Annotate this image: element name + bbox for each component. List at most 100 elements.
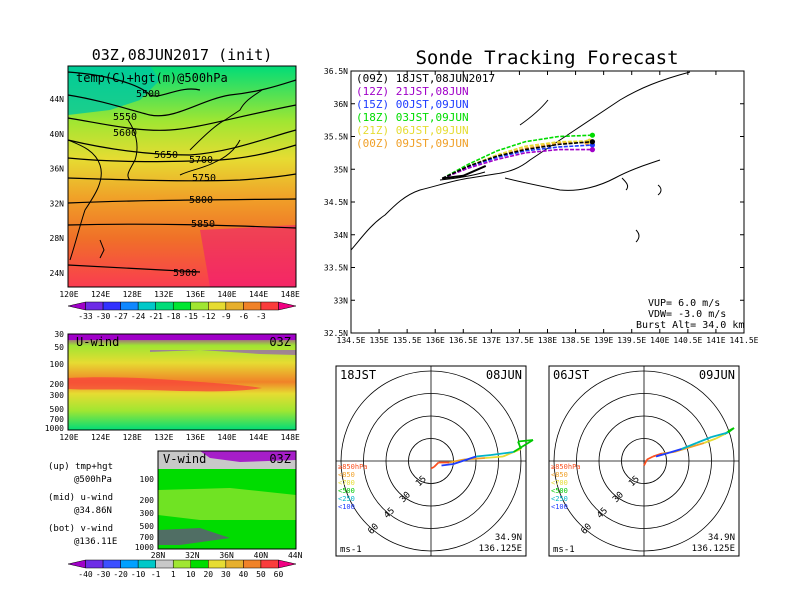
legend-line: @34.86N <box>74 506 112 516</box>
colorbar-swatch <box>172 559 192 569</box>
pressure-tick-label: 1000 <box>45 424 64 433</box>
overlay-label: temp(C)+hgt(m)@500hPa <box>76 71 228 85</box>
legend-entry: (21Z) 06JST,09JUN <box>356 124 469 137</box>
lon-tick-label: 137.5E <box>505 336 534 345</box>
level-legend-entry: <250 <box>338 495 355 503</box>
panel-legend: (up) tmp+hgt @500hPa (mid) u-wind @34.86… <box>48 462 117 547</box>
lon-tick-label: 144E <box>249 433 268 442</box>
lon-tick-label: 141.5E <box>730 336 759 345</box>
burst-alt-label: Burst Alt= 34.0 km <box>636 320 744 331</box>
hodograph-segment <box>517 439 534 443</box>
colorbar-swatch <box>67 301 86 311</box>
lon-tick-label: 120E <box>59 290 78 299</box>
hodograph-time: 18JST <box>340 368 376 382</box>
colorbar-tick-label: -9 <box>221 312 231 321</box>
pressure-tick-label: 300 <box>140 509 155 518</box>
hodograph-segment <box>441 463 454 467</box>
contour-label: 5650 <box>154 150 178 161</box>
lon-tick-label: 137E <box>482 336 501 345</box>
lon-tick-label: 136E <box>186 433 205 442</box>
contour-label: 5500 <box>136 89 160 100</box>
cold-pool <box>68 66 160 115</box>
left-top-title: 03Z,08JUN2017 (init) <box>92 46 273 64</box>
lon-tick-label: 132E <box>154 433 173 442</box>
hodograph-segment <box>727 427 735 434</box>
v-wind-time: 03Z <box>269 452 291 466</box>
lon-tick-label: 136E <box>426 336 445 345</box>
pressure-tick-label: 200 <box>140 496 155 505</box>
hodograph-segment <box>681 442 697 450</box>
legend-line: @136.11E <box>74 537 117 547</box>
hodograph-segment <box>655 452 667 458</box>
track-legend: (09Z) 18JST,08JUN2017 (12Z) 21JST,08JUN … <box>356 72 495 150</box>
colorbar-swatch <box>260 301 279 311</box>
landing-point <box>589 147 596 153</box>
colorbar-tick-label: -6 <box>239 312 249 321</box>
colorbar-tick-label: -20 <box>113 570 128 579</box>
easterly-band <box>150 350 296 355</box>
northerly-band <box>200 451 296 462</box>
lon-tick-label: 136.5E <box>449 336 478 345</box>
pressure-tick-label: 100 <box>50 360 65 369</box>
lon-tick-label: 140E <box>650 336 669 345</box>
colorbar-swatch <box>102 301 121 311</box>
lon-tick-label: 134.5E <box>337 336 366 345</box>
legend-entry: (09Z) 18JST,08JUN2017 <box>356 72 495 85</box>
legend-entry: (15Z) 00JST,09JUN <box>356 98 469 111</box>
colorbar-tick-label: -3 <box>256 312 266 321</box>
lon-tick-label: 148E <box>281 290 300 299</box>
lat-tick-label: 36N <box>219 551 234 560</box>
contour-label: 5750 <box>192 173 216 184</box>
hodograph-date: 08JUN <box>486 368 522 382</box>
hodograph-segment <box>646 455 654 461</box>
panel-frame <box>67 333 297 431</box>
colorbar-swatch <box>155 301 174 311</box>
pressure-tick-label: 200 <box>50 380 65 389</box>
track-line <box>441 148 593 180</box>
contour-label: 5850 <box>191 219 215 230</box>
location-lat: 34.9N <box>495 533 522 543</box>
level-legend-entry: <700 <box>338 479 355 487</box>
legend-line: @500hPa <box>74 475 112 485</box>
lon-tick-label: 138.5E <box>561 336 590 345</box>
legend-line: (mid) u-wind <box>48 493 113 503</box>
lat-tick-label: 32N <box>185 551 200 560</box>
legend-line: (bot) v-wind <box>48 524 113 534</box>
colorbar-swatch <box>225 559 244 569</box>
colorbar-swatch <box>208 559 227 569</box>
colorbar-tick-label: -40 <box>78 570 93 579</box>
hodograph-segment <box>490 451 514 456</box>
lon-tick-label: 124E <box>91 290 110 299</box>
contour-label: 5900 <box>173 268 197 279</box>
colorbar-tick-label: 40 <box>239 570 249 579</box>
colorbar-swatch <box>85 559 104 569</box>
colorbar-tick-label: 10 <box>186 570 196 579</box>
level-legend-entry: <500 <box>551 487 568 495</box>
colorbar-tick-label: -27 <box>113 312 128 321</box>
colorbar-swatch <box>137 301 156 311</box>
level-legend-entry: <100 <box>551 503 568 511</box>
track-line <box>441 140 593 180</box>
level-legend-entry: <700 <box>551 479 568 487</box>
easterly-band <box>68 334 296 340</box>
wind-colorbar: -40 -30 -20 -10 -1 1 10 20 30 40 50 60 <box>67 559 297 579</box>
location-lon: 136.125E <box>479 544 522 554</box>
lon-tick-label: 139E <box>594 336 613 345</box>
lon-tick-label: 128E <box>123 290 142 299</box>
colorbar-tick-label: -30 <box>96 570 111 579</box>
pressure-tick-label: 500 <box>140 522 155 531</box>
colorbar-swatch <box>278 559 297 569</box>
legend-line: (up) tmp+hgt <box>48 462 113 472</box>
landing-point <box>589 132 596 138</box>
level-legend-entry: <500 <box>338 487 355 495</box>
lat-tick-label: 44N <box>50 95 65 104</box>
coastlines <box>67 89 263 261</box>
hodograph-segment <box>666 448 682 455</box>
colorbar-swatch <box>102 559 121 569</box>
colorbar-tick-label: 1 <box>171 570 176 579</box>
lon-tick-label: 124E <box>91 433 110 442</box>
location-lat: 34.9N <box>708 533 735 543</box>
colorbar-swatch <box>120 301 139 311</box>
